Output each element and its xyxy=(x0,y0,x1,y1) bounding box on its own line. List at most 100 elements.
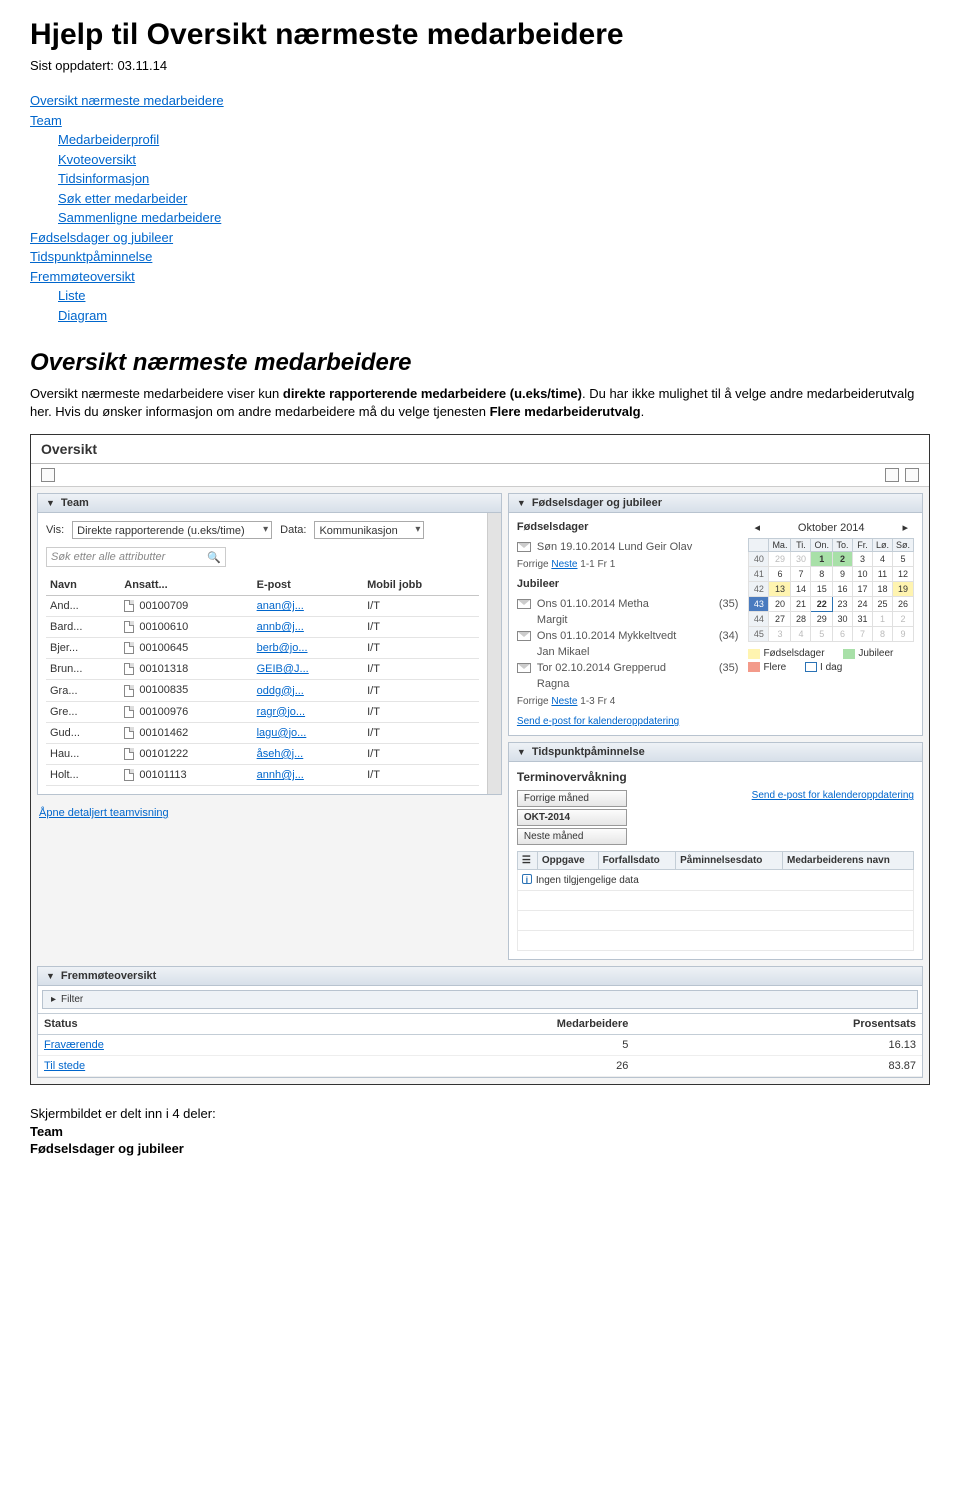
email-cell[interactable]: annh@j... xyxy=(253,764,364,785)
toc-link-reminder[interactable]: Tidspunktpåminnelse xyxy=(30,249,152,264)
personalize-icon[interactable] xyxy=(885,468,899,482)
pager-next[interactable]: Neste xyxy=(551,696,577,707)
name-cell: Bard... xyxy=(46,617,120,638)
jubilee-years: (35) xyxy=(719,662,739,674)
team-panel-title: Team xyxy=(61,497,89,509)
collapse-icon[interactable]: ▼ xyxy=(46,971,55,981)
table-row[interactable]: Gud... 00101462lagu@jo...I/T xyxy=(46,722,479,743)
table-row[interactable]: Til stede 26 83.87 xyxy=(38,1056,922,1077)
toc-link-attendance[interactable]: Fremmøteoversikt xyxy=(30,269,135,284)
refresh-icon[interactable] xyxy=(41,468,55,482)
status-cell: Til stede xyxy=(38,1056,314,1077)
cal-dow: Ti. xyxy=(791,539,811,552)
send-email-link[interactable]: Send e-post for kalenderoppdatering xyxy=(517,716,679,727)
jubilee-name2: Margit xyxy=(537,614,568,626)
search-icon: 🔍 xyxy=(207,551,221,564)
current-month-button[interactable]: OKT-2014 xyxy=(517,809,627,826)
search-input[interactable]: Søk etter alle attributter 🔍 xyxy=(46,547,226,567)
col-name[interactable]: Navn xyxy=(46,575,120,596)
table-row[interactable]: Holt... 00101113annh@j...I/T xyxy=(46,764,479,785)
emp-cell: 00100645 xyxy=(120,638,252,659)
team-panel: ▼ Team Vis: Direkte rapporterende (u.eks/… xyxy=(37,493,502,795)
emp-cell: 00100709 xyxy=(120,596,252,617)
table-row[interactable]: And... 00100709anan@j...I/T xyxy=(46,596,479,617)
toc-link-compare[interactable]: Sammenligne medarbeidere xyxy=(58,210,221,225)
collapse-icon[interactable]: ▼ xyxy=(46,498,55,508)
section-heading: Oversikt nærmeste medarbeidere xyxy=(30,349,930,377)
toc-link-team[interactable]: Team xyxy=(30,113,62,128)
email-cell[interactable]: GEIB@J... xyxy=(253,659,364,680)
jubilee-name2: Ragna xyxy=(537,678,569,690)
task-table: ☰ Oppgave Forfallsdato Påminnelsesdato M… xyxy=(517,851,914,951)
emp-cell: 00101318 xyxy=(120,659,252,680)
email-cell[interactable]: lagu@jo... xyxy=(253,722,364,743)
vis-label: Vis: xyxy=(46,524,64,536)
table-row[interactable]: Bjer... 00100645berb@jo...I/T xyxy=(46,638,479,659)
scrollbar[interactable] xyxy=(487,513,501,794)
after-text-3: Fødselsdager og jubileer xyxy=(30,1140,930,1158)
toc-link-search[interactable]: Søk etter medarbeider xyxy=(58,191,187,206)
filter-bar[interactable]: ▸Filter xyxy=(42,990,918,1009)
table-row[interactable]: Brun... 00101318GEIB@J...I/T xyxy=(46,659,479,680)
settings-icon[interactable] xyxy=(905,468,919,482)
email-cell[interactable]: anan@j... xyxy=(253,596,364,617)
emp-cell: 00101113 xyxy=(120,764,252,785)
email-cell[interactable]: annb@j... xyxy=(253,617,364,638)
toc-link-overview[interactable]: Oversikt nærmeste medarbeidere xyxy=(30,93,224,108)
toc-link-quota[interactable]: Kvoteoversikt xyxy=(58,152,136,167)
doc-icon xyxy=(124,769,134,781)
toc-link-birthdays[interactable]: Fødselsdager og jubileer xyxy=(30,230,173,245)
mobile-cell: I/T xyxy=(363,680,479,701)
email-cell[interactable]: berb@jo... xyxy=(253,638,364,659)
mobile-cell: I/T xyxy=(363,722,479,743)
mail-icon[interactable] xyxy=(517,599,531,609)
email-cell[interactable]: ragr@jo... xyxy=(253,701,364,722)
mail-icon[interactable] xyxy=(517,663,531,673)
reminder-panel-title: Tidspunktpåminnelse xyxy=(532,746,645,758)
toc-link-timeinfo[interactable]: Tidsinformasjon xyxy=(58,171,149,186)
emp-cell: 00100610 xyxy=(120,617,252,638)
birthdays-subtitle: Fødselsdager xyxy=(517,521,739,533)
doc-icon xyxy=(124,748,134,760)
col-tool[interactable]: ☰ xyxy=(517,852,537,870)
col-emp[interactable]: Ansatt... xyxy=(120,575,252,596)
overview-title: Oversikt xyxy=(41,441,97,457)
reminder-panel: ▼ Tidspunktpåminnelse Terminovervåkning F… xyxy=(508,742,923,960)
info-icon: i xyxy=(522,874,532,884)
col-email[interactable]: E-post xyxy=(253,575,364,596)
toc-link-list[interactable]: Liste xyxy=(58,288,85,303)
cal-dow: Sø. xyxy=(892,539,913,552)
name-cell: Gra... xyxy=(46,680,120,701)
table-row[interactable]: Fraværende 5 16.13 xyxy=(38,1035,922,1056)
birthday-panel: ▼Fødselsdager og jubileer Fødselsdager S… xyxy=(508,493,923,736)
table-row[interactable]: Gra... 00100835oddg@j...I/T xyxy=(46,680,479,701)
send-email-link[interactable]: Send e-post for kalenderoppdatering xyxy=(752,790,914,801)
toc-link-diagram[interactable]: Diagram xyxy=(58,308,107,323)
next-month-button[interactable]: Neste måned xyxy=(517,828,627,845)
term-title: Terminovervåkning xyxy=(517,770,914,784)
mail-icon[interactable] xyxy=(517,542,531,552)
mail-icon[interactable] xyxy=(517,631,531,641)
col-mobile[interactable]: Mobil jobb xyxy=(363,575,479,596)
vis-select[interactable]: Direkte rapporterende (u.eks/time) xyxy=(72,521,272,539)
cal-prev-icon[interactable]: ◂ xyxy=(750,521,764,534)
table-row[interactable]: Bard... 00100610annb@j...I/T xyxy=(46,617,479,638)
data-select[interactable]: Kommunikasjon xyxy=(314,521,424,539)
email-cell[interactable]: åseh@j... xyxy=(253,743,364,764)
toc-link-profile[interactable]: Medarbeiderprofil xyxy=(58,132,159,147)
pager-count: 1-3 Fr 4 xyxy=(580,696,615,707)
cal-next-icon[interactable]: ▸ xyxy=(898,521,912,534)
email-cell[interactable]: oddg@j... xyxy=(253,680,364,701)
percent-cell: 16.13 xyxy=(634,1035,922,1056)
attendance-panel-title: Fremmøteoversikt xyxy=(61,970,156,982)
prev-month-button[interactable]: Forrige måned xyxy=(517,790,627,807)
collapse-icon[interactable]: ▼ xyxy=(517,498,526,508)
after-text-1: Skjermbildet er delt inn i 4 deler: xyxy=(30,1105,930,1123)
emp-cell: 00101462 xyxy=(120,722,252,743)
table-row[interactable]: Gre... 00100976ragr@jo...I/T xyxy=(46,701,479,722)
table-row[interactable]: Hau... 00101222åseh@j...I/T xyxy=(46,743,479,764)
collapse-icon[interactable]: ▼ xyxy=(517,747,526,757)
open-team-link[interactable]: Åpne detaljert teamvisning xyxy=(39,807,169,819)
last-updated: Sist oppdatert: 03.11.14 xyxy=(30,58,930,73)
pager-next[interactable]: Neste xyxy=(551,559,577,570)
